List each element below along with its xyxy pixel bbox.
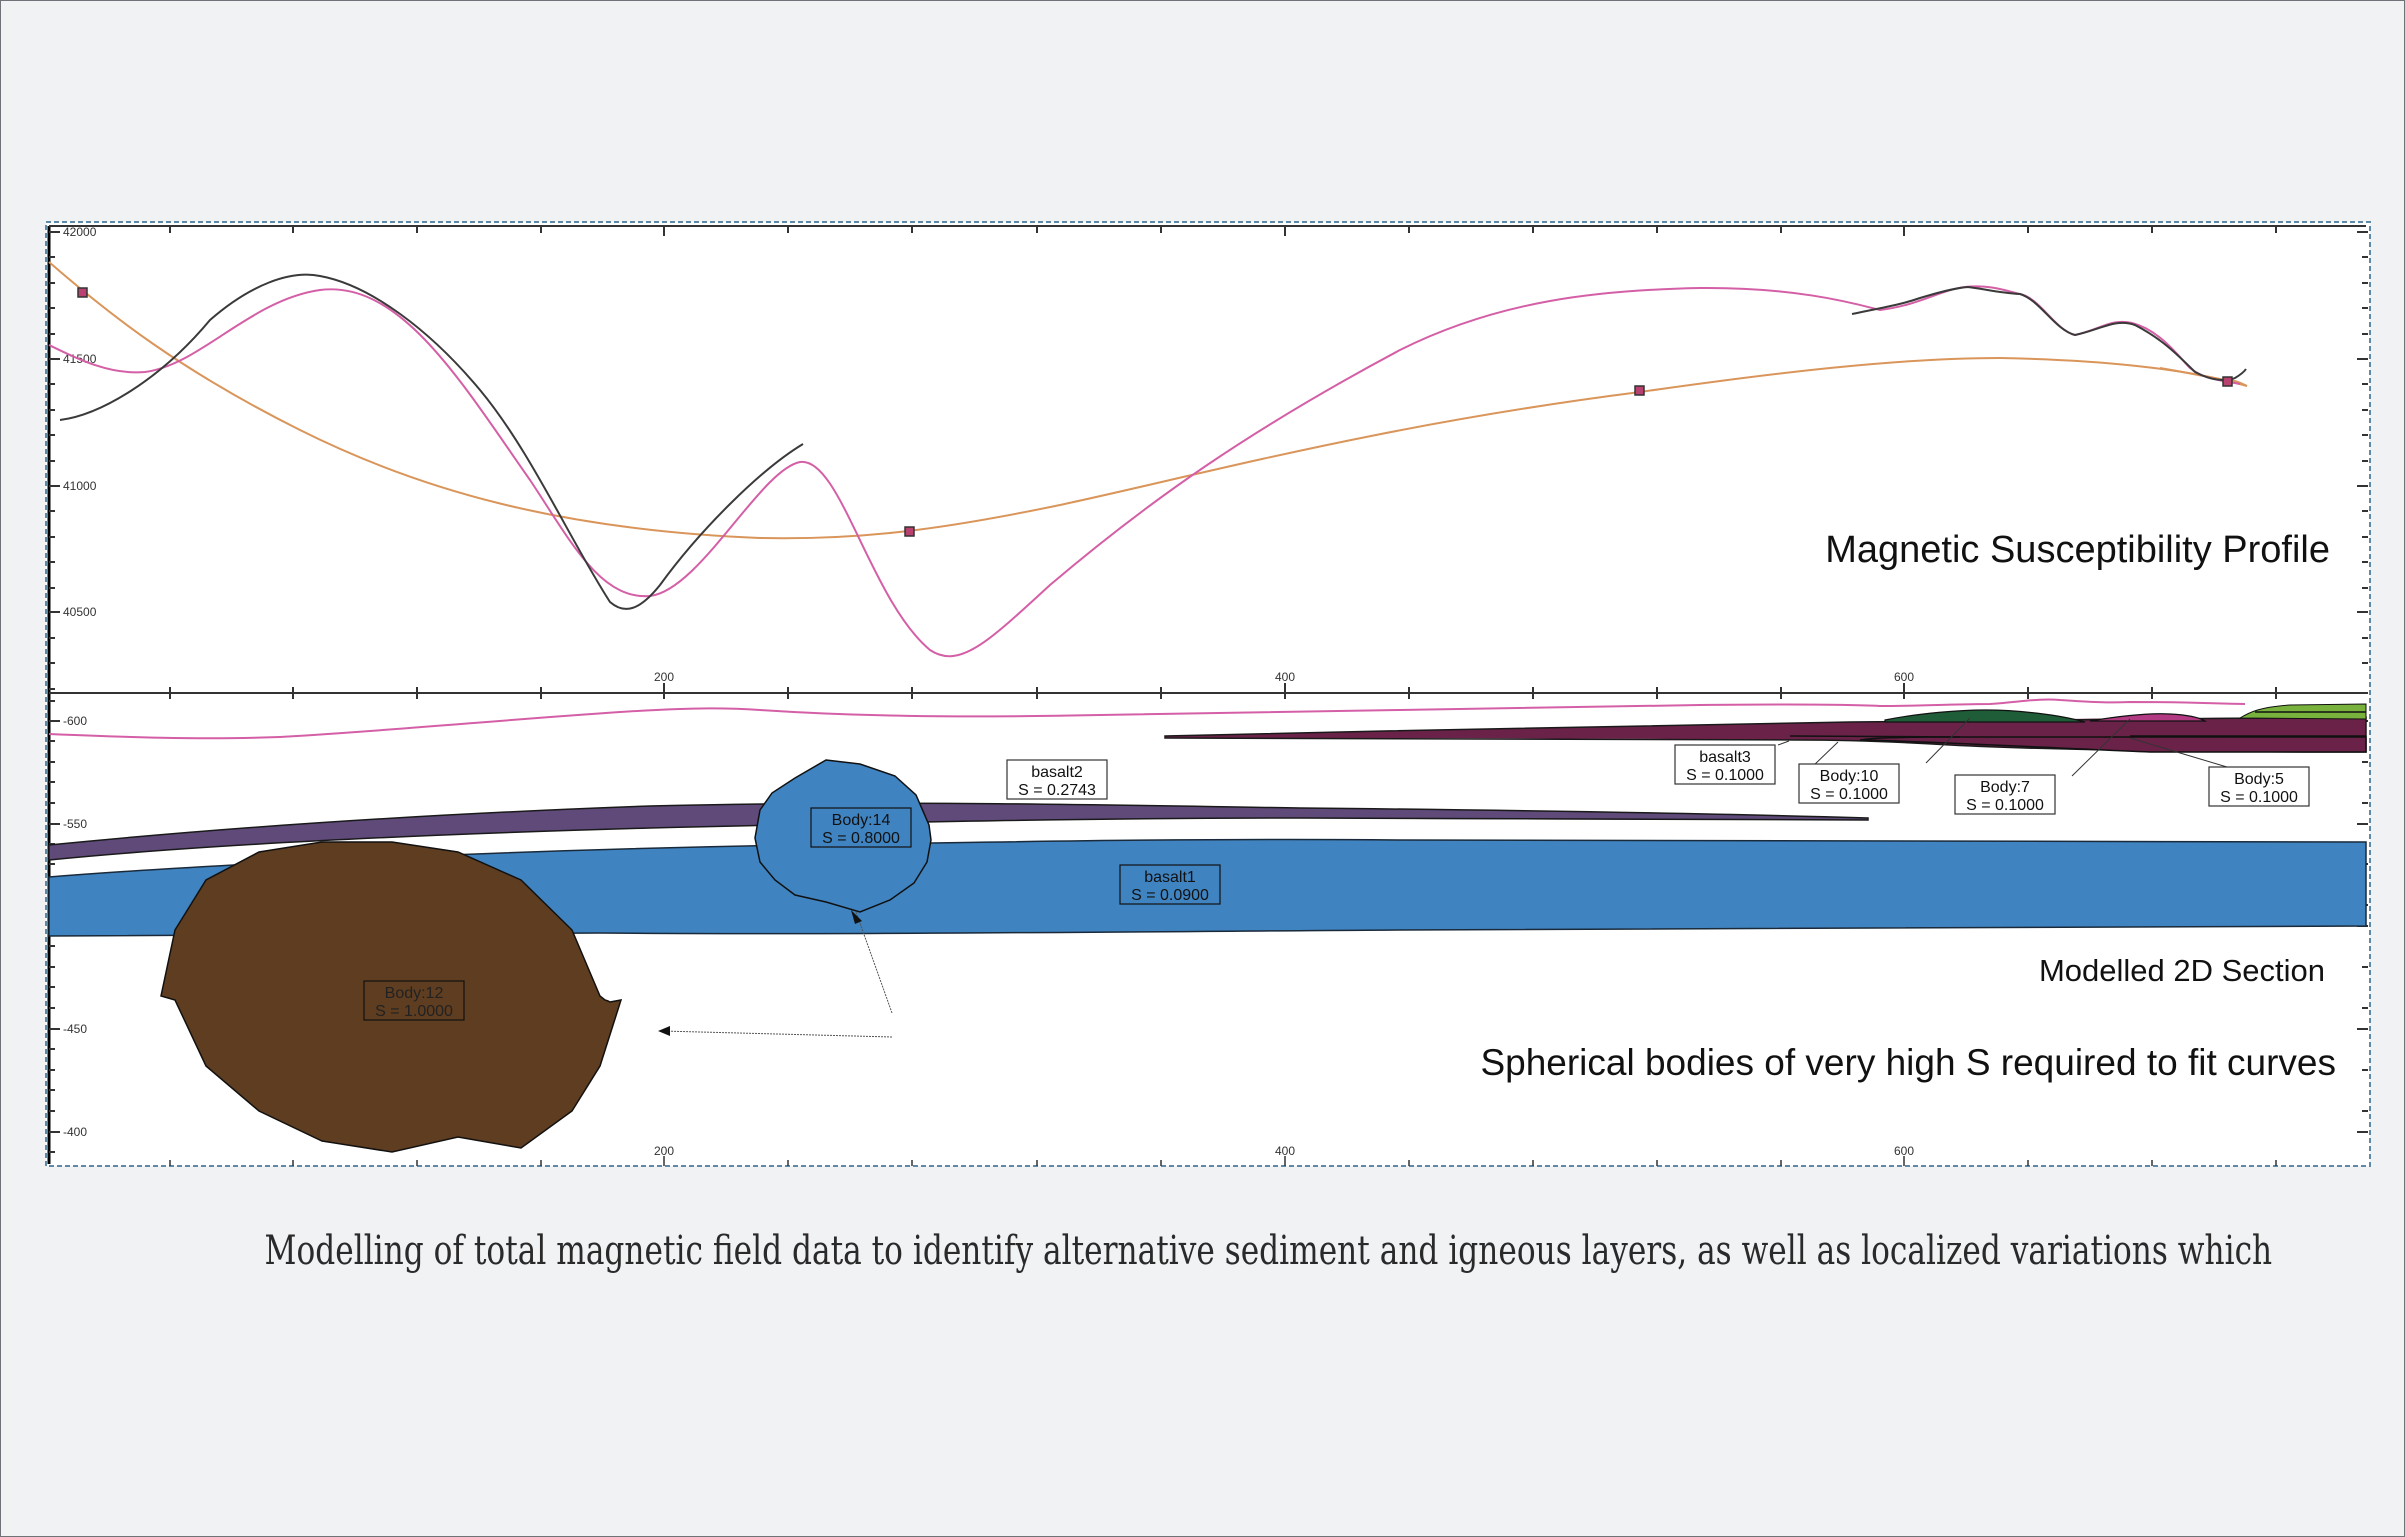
section-title: Modelled 2D Section (2039, 953, 2325, 988)
section-x-ticks (169, 1156, 2277, 1166)
profile-y-label: 41000 (63, 479, 97, 493)
label-s: S = 0.1000 (2220, 789, 2298, 806)
label-s: S = 0.2743 (1018, 782, 1096, 799)
regional-curve (48, 261, 2248, 540)
section-x-label: 200 (654, 1144, 674, 1158)
regional-marker[interactable] (904, 526, 915, 537)
arrow-head-icon (851, 910, 862, 924)
body12-shape[interactable] (160, 841, 623, 1153)
profile-y-ticks (49, 231, 60, 690)
profile-x-label: 600 (1894, 670, 1914, 684)
profile-x-label: 400 (1275, 670, 1295, 684)
label-name: basalt2 (1031, 764, 1083, 781)
label-name: Body:7 (1980, 779, 2030, 796)
profile-y-label: 42000 (63, 225, 97, 239)
profile-panel: 42000 41500 41000 40500 (47, 225, 2368, 1164)
label-s: S = 0.0900 (1131, 887, 1209, 904)
section-y-label: -400 (63, 1125, 87, 1139)
label-body5[interactable]: Body:5 S = 0.1000 (2208, 766, 2310, 807)
label-basalt3[interactable]: basalt3 S = 0.1000 (1674, 744, 1776, 785)
fit-note: Spherical bodies of very high S required… (1480, 1042, 2336, 1083)
profile-right-ticks (2357, 231, 2368, 664)
section-y-label: -550 (63, 817, 87, 831)
top-axis-ticks (169, 226, 2277, 236)
section-y-label: -600 (63, 714, 87, 728)
regional-marker[interactable] (2222, 376, 2233, 387)
profile-x-ticks (169, 683, 2277, 699)
regional-marker[interactable] (1634, 385, 1645, 396)
label-s: S = 0.1000 (1810, 786, 1888, 803)
label-name: basalt3 (1699, 749, 1751, 766)
section-internal-lines (1789, 711, 2366, 738)
label-s: S = 1.0000 (375, 1003, 453, 1020)
section-panel: -600 -550 -500 -450 -400 (48, 698, 2368, 1166)
observed-curve-west (59, 273, 804, 610)
figure-caption: Modelling of total magnetic field data t… (264, 1228, 2273, 1274)
section-y-label: -450 (63, 1022, 87, 1036)
label-name: Body:5 (2234, 771, 2284, 788)
body-labels: basalt2 S = 0.2743 Body:14 S = 0.8000 ba… (363, 744, 2310, 1021)
label-name: Body:12 (385, 985, 444, 1002)
label-name: Body:14 (832, 812, 891, 829)
arrow-head-icon (658, 1026, 670, 1036)
label-body10[interactable]: Body:10 S = 0.1000 (1798, 763, 1900, 804)
observed-curve-east (1851, 285, 2247, 381)
basalt2-layer[interactable] (48, 802, 1869, 861)
label-name: Body:10 (1820, 768, 1879, 785)
label-s: S = 0.1000 (1686, 767, 1764, 784)
profile-markers (77, 287, 2233, 537)
profile-x-label: 200 (654, 670, 674, 684)
label-s: S = 0.1000 (1966, 797, 2044, 814)
topography-line (48, 698, 2246, 740)
label-basalt2[interactable]: basalt2 S = 0.2743 (1006, 759, 1108, 800)
annotation-arrows (661, 911, 893, 1038)
section-x-label: 400 (1275, 1144, 1295, 1158)
label-body12[interactable]: Body:12 S = 1.0000 (363, 980, 465, 1021)
label-body14[interactable]: Body:14 S = 0.8000 (810, 807, 912, 848)
leader-lines (1777, 717, 2228, 777)
label-name: basalt1 (1144, 869, 1196, 886)
profile-x-labels: 200 400 600 (654, 670, 1914, 684)
label-s: S = 0.8000 (822, 830, 900, 847)
section-x-labels: 200 400 600 (654, 1144, 1914, 1158)
profile-title: Magnetic Susceptibility Profile (1825, 529, 2330, 571)
label-basalt1[interactable]: basalt1 S = 0.0900 (1119, 864, 1221, 905)
label-body7[interactable]: Body:7 S = 0.1000 (1954, 774, 2056, 815)
profile-y-label: 40500 (63, 605, 97, 619)
body14-shape[interactable] (754, 759, 932, 913)
regional-marker[interactable] (77, 287, 88, 298)
body10-shape[interactable] (1884, 709, 2086, 723)
body7-shape[interactable] (2089, 713, 2208, 722)
section-x-label: 600 (1894, 1144, 1914, 1158)
